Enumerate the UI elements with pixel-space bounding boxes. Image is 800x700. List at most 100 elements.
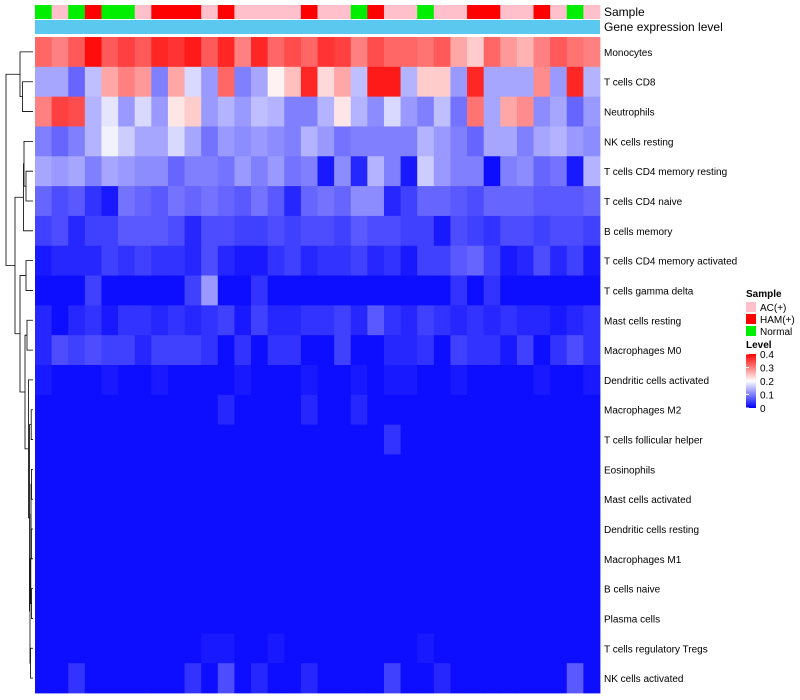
heatmap-cell — [550, 335, 568, 366]
heatmap-cell — [68, 335, 86, 366]
heatmap-cell — [566, 633, 584, 664]
sample-annotation-cell — [284, 5, 302, 19]
row-label: Macrophages M0 — [604, 346, 682, 357]
heatmap-cell — [251, 37, 269, 68]
row-label: T cells CD8 — [604, 78, 656, 89]
heatmap-cell — [450, 245, 468, 276]
heatmap-cell — [483, 245, 501, 276]
heatmap-cell — [500, 454, 518, 485]
heatmap-cell — [566, 543, 584, 575]
row-label: B cells naive — [604, 585, 661, 596]
heatmap-cell — [550, 96, 568, 127]
row-label: Dendritic cells activated — [604, 376, 709, 387]
heatmap-cell — [267, 245, 285, 276]
heatmap-cell — [251, 215, 269, 247]
heatmap-cell — [500, 96, 518, 127]
heatmap-cell — [151, 424, 169, 455]
heatmap-cell — [383, 96, 401, 127]
row-labels: Monocytes T cells CD8 Neutrophils NK cells … — [604, 48, 737, 685]
heatmap-cell — [433, 37, 451, 68]
heatmap-cell — [184, 424, 202, 455]
heatmap-cell — [267, 394, 285, 426]
heatmap-cell — [167, 573, 185, 604]
heatmap-cell — [68, 186, 86, 217]
heatmap-cell — [101, 484, 119, 515]
heatmap-cell — [167, 156, 185, 187]
heatmap-cell — [167, 37, 185, 68]
heatmap-cell — [367, 37, 385, 68]
heatmap-cell — [500, 424, 518, 455]
heatmap-cell — [267, 37, 285, 68]
heatmap-cell — [134, 424, 152, 455]
heatmap-cell — [118, 484, 136, 515]
heatmap-cell — [201, 633, 219, 664]
heatmap-cell — [68, 573, 86, 604]
heatmap-cell — [51, 424, 69, 455]
heatmap-cell — [234, 186, 252, 217]
heatmap-cell — [566, 365, 584, 396]
heatmap-cell — [483, 573, 501, 604]
heatmap-cell — [101, 424, 119, 455]
heatmap-cell — [383, 454, 401, 485]
heatmap-cell — [583, 66, 601, 98]
heatmap-cell — [267, 603, 285, 634]
heatmap-cell — [583, 514, 601, 545]
heatmap-cell — [516, 245, 534, 276]
heatmap-cell — [450, 454, 468, 485]
heatmap-cell — [35, 573, 53, 604]
heatmap-cell — [201, 394, 219, 426]
heatmap-cell — [134, 603, 152, 634]
heatmap-cell — [467, 514, 485, 545]
heatmap-cell — [566, 484, 584, 515]
heatmap-cell — [151, 156, 169, 187]
heatmap-cell — [500, 305, 518, 336]
heatmap-cell — [184, 275, 202, 306]
heatmap-cell — [284, 394, 302, 426]
heatmap-cell — [101, 394, 119, 426]
row-label: Mast cells resting — [604, 316, 681, 327]
heatmap-cell — [217, 424, 235, 455]
heatmap-cell — [151, 186, 169, 217]
heatmap-cell — [267, 305, 285, 336]
heatmap-cell — [433, 66, 451, 98]
sample-annotation-cell — [350, 5, 368, 19]
sample-annotation-cell — [467, 5, 485, 19]
heatmap-cell — [583, 365, 601, 396]
dendrogram-branch — [25, 170, 33, 202]
heatmap-cell — [317, 454, 335, 485]
heatmap-cell — [417, 663, 435, 694]
heatmap-cell — [151, 245, 169, 276]
heatmap-cell — [317, 156, 335, 187]
heatmap-cell — [367, 394, 385, 426]
heatmap-cell — [334, 514, 352, 545]
row-label: Macrophages M1 — [604, 555, 682, 566]
heatmap-cell — [367, 66, 385, 98]
heatmap-cell — [101, 305, 119, 336]
heatmap-cell — [417, 633, 435, 664]
heatmap-cell — [550, 126, 568, 157]
heatmap-cell — [317, 424, 335, 455]
heatmap-cell — [267, 484, 285, 515]
dendrogram-branch — [23, 163, 33, 232]
heatmap-cell — [300, 394, 318, 426]
heatmap-cell — [383, 543, 401, 575]
heatmap-cell — [284, 66, 302, 98]
heatmap-cell — [533, 424, 551, 455]
heatmap-cell — [118, 215, 136, 247]
heatmap-cell — [51, 37, 69, 68]
heatmap-cell — [417, 514, 435, 545]
heatmap-cell — [317, 96, 335, 127]
heatmap-cell — [151, 394, 169, 426]
heatmap-cell — [184, 514, 202, 545]
heatmap-cell — [367, 126, 385, 157]
heatmap-cell — [35, 365, 53, 396]
heatmap-cell — [84, 305, 102, 336]
heatmap-cell — [217, 156, 235, 187]
heatmap-cell — [251, 245, 269, 276]
heatmap-cell — [35, 215, 53, 247]
heatmap-cell — [267, 454, 285, 485]
heatmap-cell — [417, 96, 435, 127]
heatmap-cell — [267, 514, 285, 545]
heatmap-cell — [284, 365, 302, 396]
heatmap-cell — [467, 186, 485, 217]
